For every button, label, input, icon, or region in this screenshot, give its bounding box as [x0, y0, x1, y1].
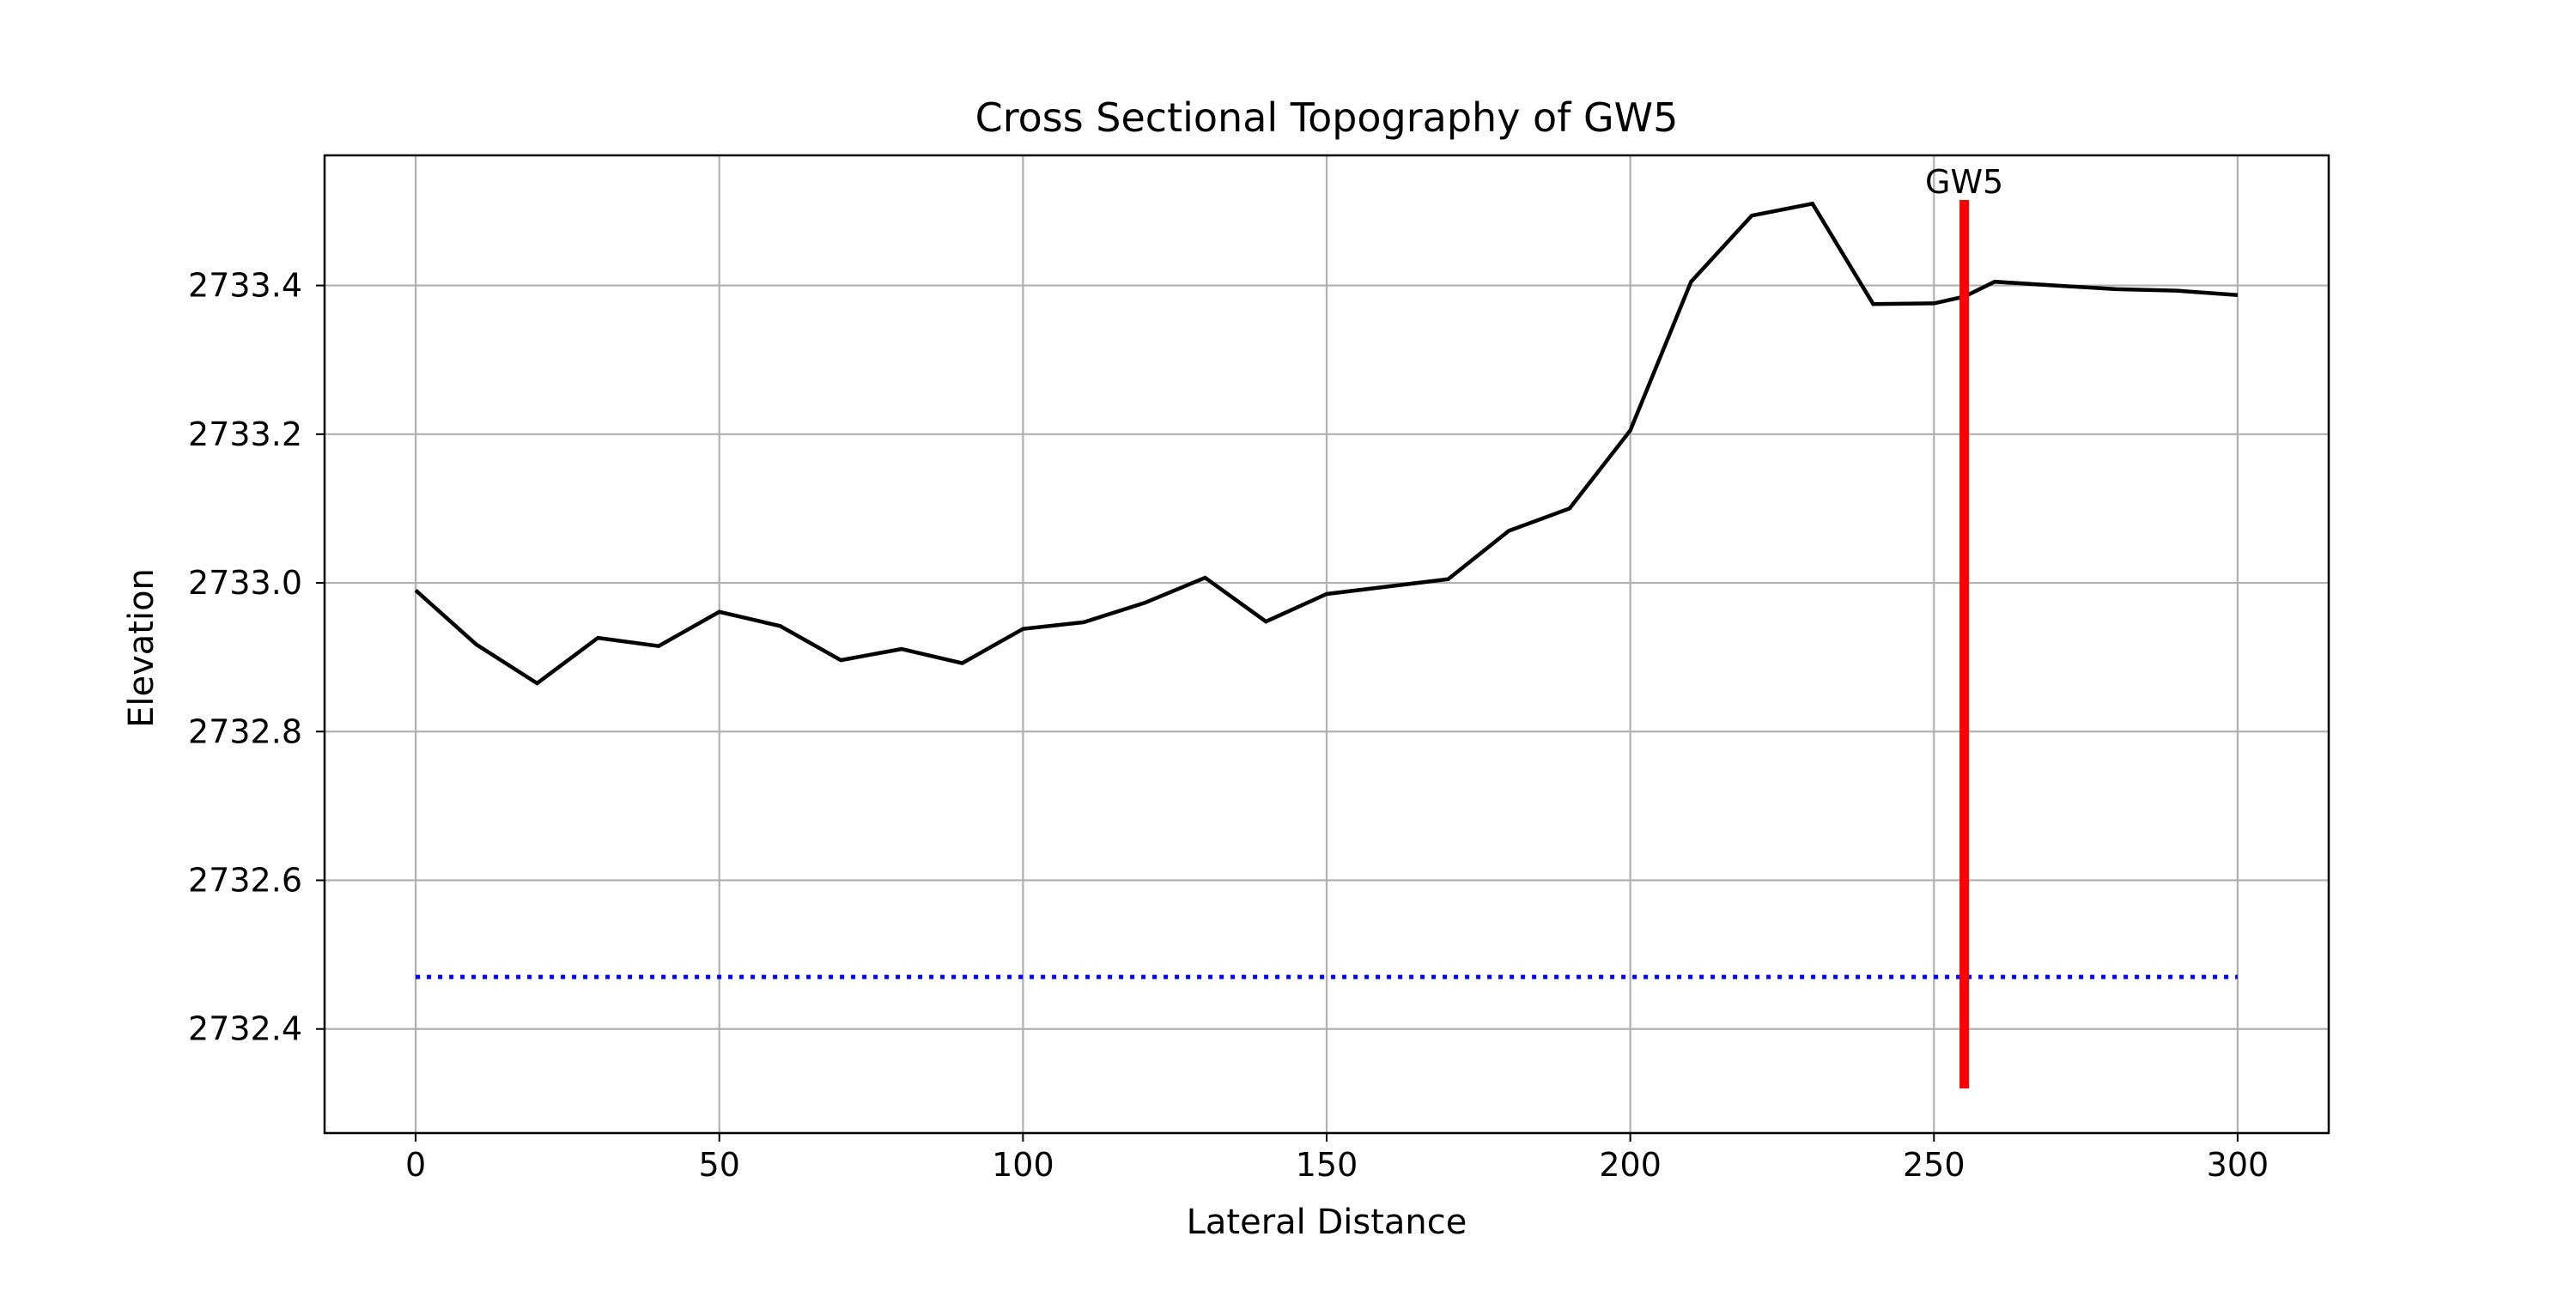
- x-tick-label: 250: [1903, 1146, 1965, 1184]
- chart-title: Cross Sectional Topography of GW5: [975, 94, 1679, 141]
- y-tick-label: 2733.2: [188, 415, 302, 453]
- y-tick-label: 2732.8: [188, 712, 302, 750]
- annotation-label: GW5: [1925, 163, 2003, 201]
- grid-lines: [325, 155, 2329, 1133]
- terrain-line: [414, 201, 2239, 686]
- x-axis-label: Lateral Distance: [1187, 1203, 1467, 1242]
- x-tick-label: 150: [1296, 1146, 1358, 1184]
- annotations: GW5: [1925, 163, 2003, 201]
- y-axis-label: Elevation: [122, 568, 161, 728]
- plot-series: [414, 200, 2239, 1088]
- x-tick-label: 50: [699, 1146, 740, 1184]
- y-tick-label: 2733.0: [188, 564, 302, 602]
- x-axis-ticks: 0 50 100 150 200 250 300: [405, 1133, 2269, 1184]
- y-axis-ticks: 2732.4 2732.6 2732.8 2733.0 2733.2 2733.4: [188, 267, 325, 1048]
- x-tick-label: 200: [1599, 1146, 1662, 1184]
- x-tick-label: 0: [405, 1146, 426, 1184]
- y-tick-label: 2733.4: [188, 267, 302, 305]
- y-tick-label: 2732.6: [188, 862, 302, 900]
- y-tick-label: 2732.4: [188, 1010, 302, 1048]
- x-tick-label: 300: [2207, 1146, 2269, 1184]
- x-tick-label: 100: [992, 1146, 1054, 1184]
